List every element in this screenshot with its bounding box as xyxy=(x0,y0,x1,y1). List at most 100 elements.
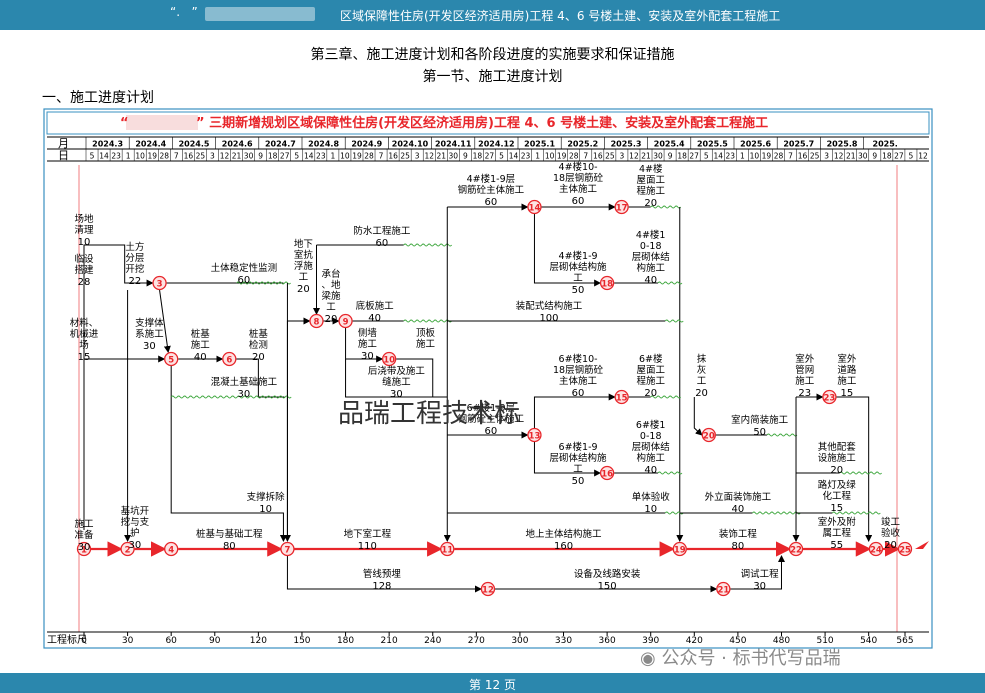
activity-arrow xyxy=(286,317,311,541)
activity-name: 路灯及绿 xyxy=(818,479,857,491)
day-label: 16 xyxy=(593,152,603,161)
day-label: 21 xyxy=(232,152,242,161)
activity-name: 层砌体结构施 xyxy=(550,261,608,273)
event-node-number: 15 xyxy=(616,393,628,403)
wechat-watermark: ◉ 公众号 · 标书代写品瑞 xyxy=(640,644,841,670)
activity-name: 6#楼1-9层 xyxy=(467,402,516,414)
day-label: 14 xyxy=(99,152,109,161)
day-label: 1 xyxy=(740,152,745,161)
event-node-number: 3 xyxy=(157,279,163,289)
day-label: 19 xyxy=(557,152,567,161)
day-label: 12 xyxy=(220,152,230,161)
event-node xyxy=(599,465,615,481)
day-label: 5 xyxy=(499,152,504,161)
month-label: 2025.7 xyxy=(783,140,814,149)
activity-name: 4#楼1 xyxy=(636,229,666,241)
day-label: 12 xyxy=(834,152,844,161)
day-label: 23 xyxy=(316,152,326,161)
activity-name: 场 xyxy=(79,340,89,351)
activity-duration: 50 xyxy=(572,476,585,487)
day-label: 3 xyxy=(620,152,625,161)
activity-name: 工 xyxy=(573,273,583,284)
activity-name: 施工 xyxy=(416,338,436,350)
day-label: 27 xyxy=(280,152,290,161)
day-label: 30 xyxy=(858,152,868,161)
day-label: 5 xyxy=(294,152,299,161)
activity-duration: 100 xyxy=(539,313,558,324)
event-node xyxy=(599,275,615,291)
activity-duration: 40 xyxy=(644,275,657,286)
scale-tick-label: 390 xyxy=(642,636,659,646)
activity-duration: 15 xyxy=(830,503,843,514)
activity-name: 室外 xyxy=(837,353,857,365)
event-node-number: 16 xyxy=(601,469,613,479)
activity-name: 外立面装饰施工 xyxy=(705,491,772,503)
day-label: 23 xyxy=(521,152,531,161)
day-label: 30 xyxy=(449,152,459,161)
event-node xyxy=(614,389,629,405)
event-node xyxy=(338,313,353,329)
scale-tick-label: 330 xyxy=(555,636,572,646)
event-node xyxy=(716,581,731,597)
activity-arrow xyxy=(396,358,448,398)
day-label: 30 xyxy=(244,152,254,161)
day-label: 25 xyxy=(605,152,615,161)
day-label: 10 xyxy=(750,152,760,161)
activity-duration: 30 xyxy=(390,389,403,400)
wechat-icon: ◉ xyxy=(640,648,656,669)
activity-duration: 30 xyxy=(753,581,766,592)
day-label: 27 xyxy=(894,152,904,161)
banner-title: ” 三期新增规划区域保障性住房(开发区经济适用房)工程 4、6 号楼土建、安装及… xyxy=(196,115,768,131)
activity-name: 施工 xyxy=(837,375,857,387)
day-label: 21 xyxy=(641,152,651,161)
activity-name: 程施工 xyxy=(636,375,665,387)
month-label: 2025.2 xyxy=(567,140,598,149)
event-node-number: 6 xyxy=(226,355,232,365)
month-label: 2025.5 xyxy=(697,140,728,149)
activity-name: 缝施工 xyxy=(382,376,411,388)
activity-duration: 30 xyxy=(237,389,250,400)
activity-name: 其他配套 xyxy=(818,441,857,453)
activity-name: 设备及线路安装 xyxy=(574,568,641,580)
day-label: 28 xyxy=(774,152,784,161)
day-label: 30 xyxy=(653,152,663,161)
day-label: 21 xyxy=(436,152,446,161)
scale-tick-label: 60 xyxy=(165,636,177,646)
day-label: 1 xyxy=(330,152,335,161)
event-node-number: 10 xyxy=(383,355,395,365)
activity-arrow xyxy=(170,366,287,542)
month-label: 2024.6 xyxy=(222,140,253,149)
activity-duration: 80 xyxy=(732,541,745,552)
event-node-number: 20 xyxy=(703,431,715,441)
activity-duration: 60 xyxy=(572,388,585,399)
activity-duration: 20 xyxy=(830,465,843,476)
activity-name: 开挖 xyxy=(125,263,145,275)
activity-duration: 55 xyxy=(830,540,843,551)
redacted-company-name xyxy=(205,7,315,21)
day-label: 3 xyxy=(824,152,829,161)
activity-name: 、地 xyxy=(322,279,342,291)
event-node xyxy=(164,541,179,557)
activity-name: 4#楼10- xyxy=(559,161,598,173)
watermark: 品瑞工程技术标 xyxy=(338,399,521,429)
day-label: 9 xyxy=(668,152,673,161)
activity-arrow xyxy=(533,393,616,428)
event-node-number: 11 xyxy=(441,545,453,555)
day-label: 9 xyxy=(258,152,263,161)
subsection-title: 一、施工进度计划 xyxy=(42,90,154,106)
month-label: 2024.5 xyxy=(179,140,210,149)
activity-name: 钢筋砼主体施工 xyxy=(458,184,525,196)
event-node-number: 25 xyxy=(899,545,911,555)
month-row-label: 月 xyxy=(58,137,69,150)
scale-tick-label: 0 xyxy=(81,636,87,646)
month-label: 2024.11 xyxy=(435,140,472,149)
day-label: 19 xyxy=(147,152,157,161)
banner-redaction xyxy=(126,115,198,130)
event-node-number: 24 xyxy=(870,545,882,555)
activity-name: 化工程 xyxy=(822,490,851,502)
scale-tick-label: 180 xyxy=(337,636,354,646)
event-node xyxy=(614,199,629,215)
activity-arrow xyxy=(286,549,482,593)
scale-tick-label: 480 xyxy=(773,636,790,646)
event-node xyxy=(440,541,455,557)
